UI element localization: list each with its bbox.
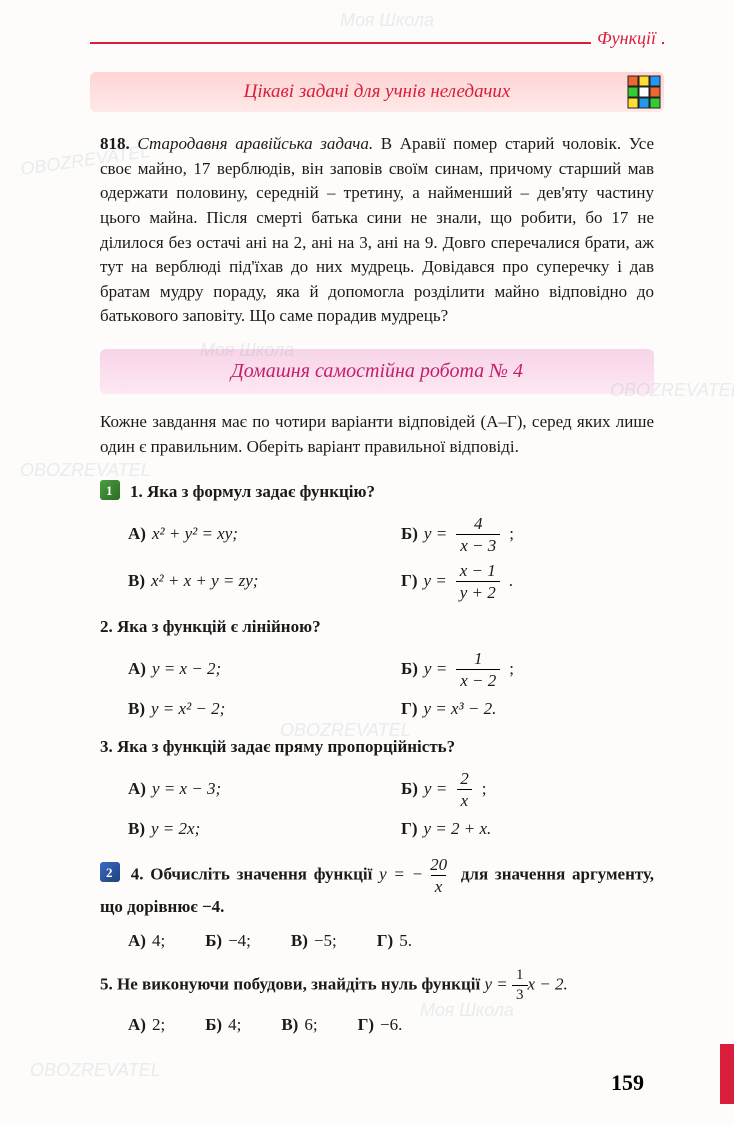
option-b: Б) 4; — [205, 1013, 241, 1038]
question-4: 2 4. Обчисліть значення функції y = −20x… — [100, 856, 654, 954]
task-818: 818. Стародавня аравійська задача. В Ара… — [100, 132, 654, 329]
task-body: В Аравії помер старий чоловік. Усе своє … — [100, 134, 654, 325]
homework-title: Домашня самостійна робота № 4 — [231, 360, 523, 382]
q-num: 1. — [130, 482, 143, 501]
section-title: Функції — [591, 28, 662, 49]
difficulty-cube-icon: 2 — [100, 862, 120, 882]
question-3: 3. Яка з функцій задає пряму пропорційні… — [100, 735, 654, 841]
option-v: В) −5; — [291, 929, 337, 954]
homework-intro: Кожне завдання має по чотири варіанти ві… — [100, 410, 654, 459]
option-v: В) x² + x + y = zy; — [128, 562, 381, 601]
option-a: А) 4; — [128, 929, 165, 954]
q-text-pre: Обчисліть значення функції — [150, 864, 379, 883]
page-content: 818. Стародавня аравійська задача. В Ара… — [100, 132, 654, 1052]
option-a: А) 2; — [128, 1013, 165, 1038]
option-b: Б) −4; — [205, 929, 251, 954]
option-a: А) y = x − 3; — [128, 770, 381, 809]
banner-title: Цікаві задачі для учнів неледачих — [244, 81, 511, 103]
q-text: Яка з формул задає функцію? — [147, 482, 375, 501]
homework-banner: Домашня самостійна робота № 4 — [100, 349, 654, 394]
option-g: Г) y = x³ − 2. — [401, 697, 654, 722]
header-rule — [90, 42, 664, 44]
watermark: OBOZREVATEL — [30, 1060, 161, 1081]
option-a: А) y = x − 2; — [128, 650, 381, 689]
question-1: 1 1. Яка з формул задає функцію? А) x² +… — [100, 477, 654, 601]
q-text-pre: Не виконуючи побудови, знайдіть нуль фун… — [117, 974, 484, 993]
option-b: Б) y = 4x − 3; — [401, 515, 654, 554]
option-v: В) y = 2x; — [128, 817, 381, 842]
q-text: Яка з функцій є лінійною? — [117, 617, 321, 636]
option-g: Г) y = 2 + x. — [401, 817, 654, 842]
option-v: В) y = x² − 2; — [128, 697, 381, 722]
q-num: 4. — [131, 864, 144, 883]
question-5: 5. Не виконуючи побудови, знайдіть нуль … — [100, 968, 654, 1038]
task-number: 818. — [100, 134, 130, 153]
watermark: Моя Школа — [340, 10, 434, 31]
option-b: Б) y = 1x − 2; — [401, 650, 654, 689]
option-v: В) 6; — [281, 1013, 317, 1038]
task-title: Стародавня аравійська задача. — [137, 134, 373, 153]
option-g: Г) 5. — [377, 929, 412, 954]
difficulty-cube-icon: 1 — [100, 480, 120, 500]
question-2: 2. Яка з функцій є лінійною? А) y = x − … — [100, 615, 654, 721]
q-num: 2. — [100, 617, 113, 636]
option-b: Б) y = 2x; — [401, 770, 654, 809]
option-g: Г) −6. — [358, 1013, 403, 1038]
q-num: 3. — [100, 737, 113, 756]
q-num: 5. — [100, 974, 113, 993]
page-number: 159 — [611, 1070, 644, 1096]
q-text: Яка з функцій задає пряму пропорційність… — [117, 737, 455, 756]
option-a: А) x² + y² = xy; — [128, 515, 381, 554]
banner: Цікаві задачі для учнів неледачих — [90, 72, 664, 112]
rubik-cube-icon — [626, 74, 662, 110]
page-tab — [720, 1044, 734, 1104]
textbook-page: Моя Школа OBOZREVATEL OBOZREVATEL OBOZRE… — [0, 0, 734, 1124]
option-g: Г) y = x − 1y + 2. — [401, 562, 654, 601]
